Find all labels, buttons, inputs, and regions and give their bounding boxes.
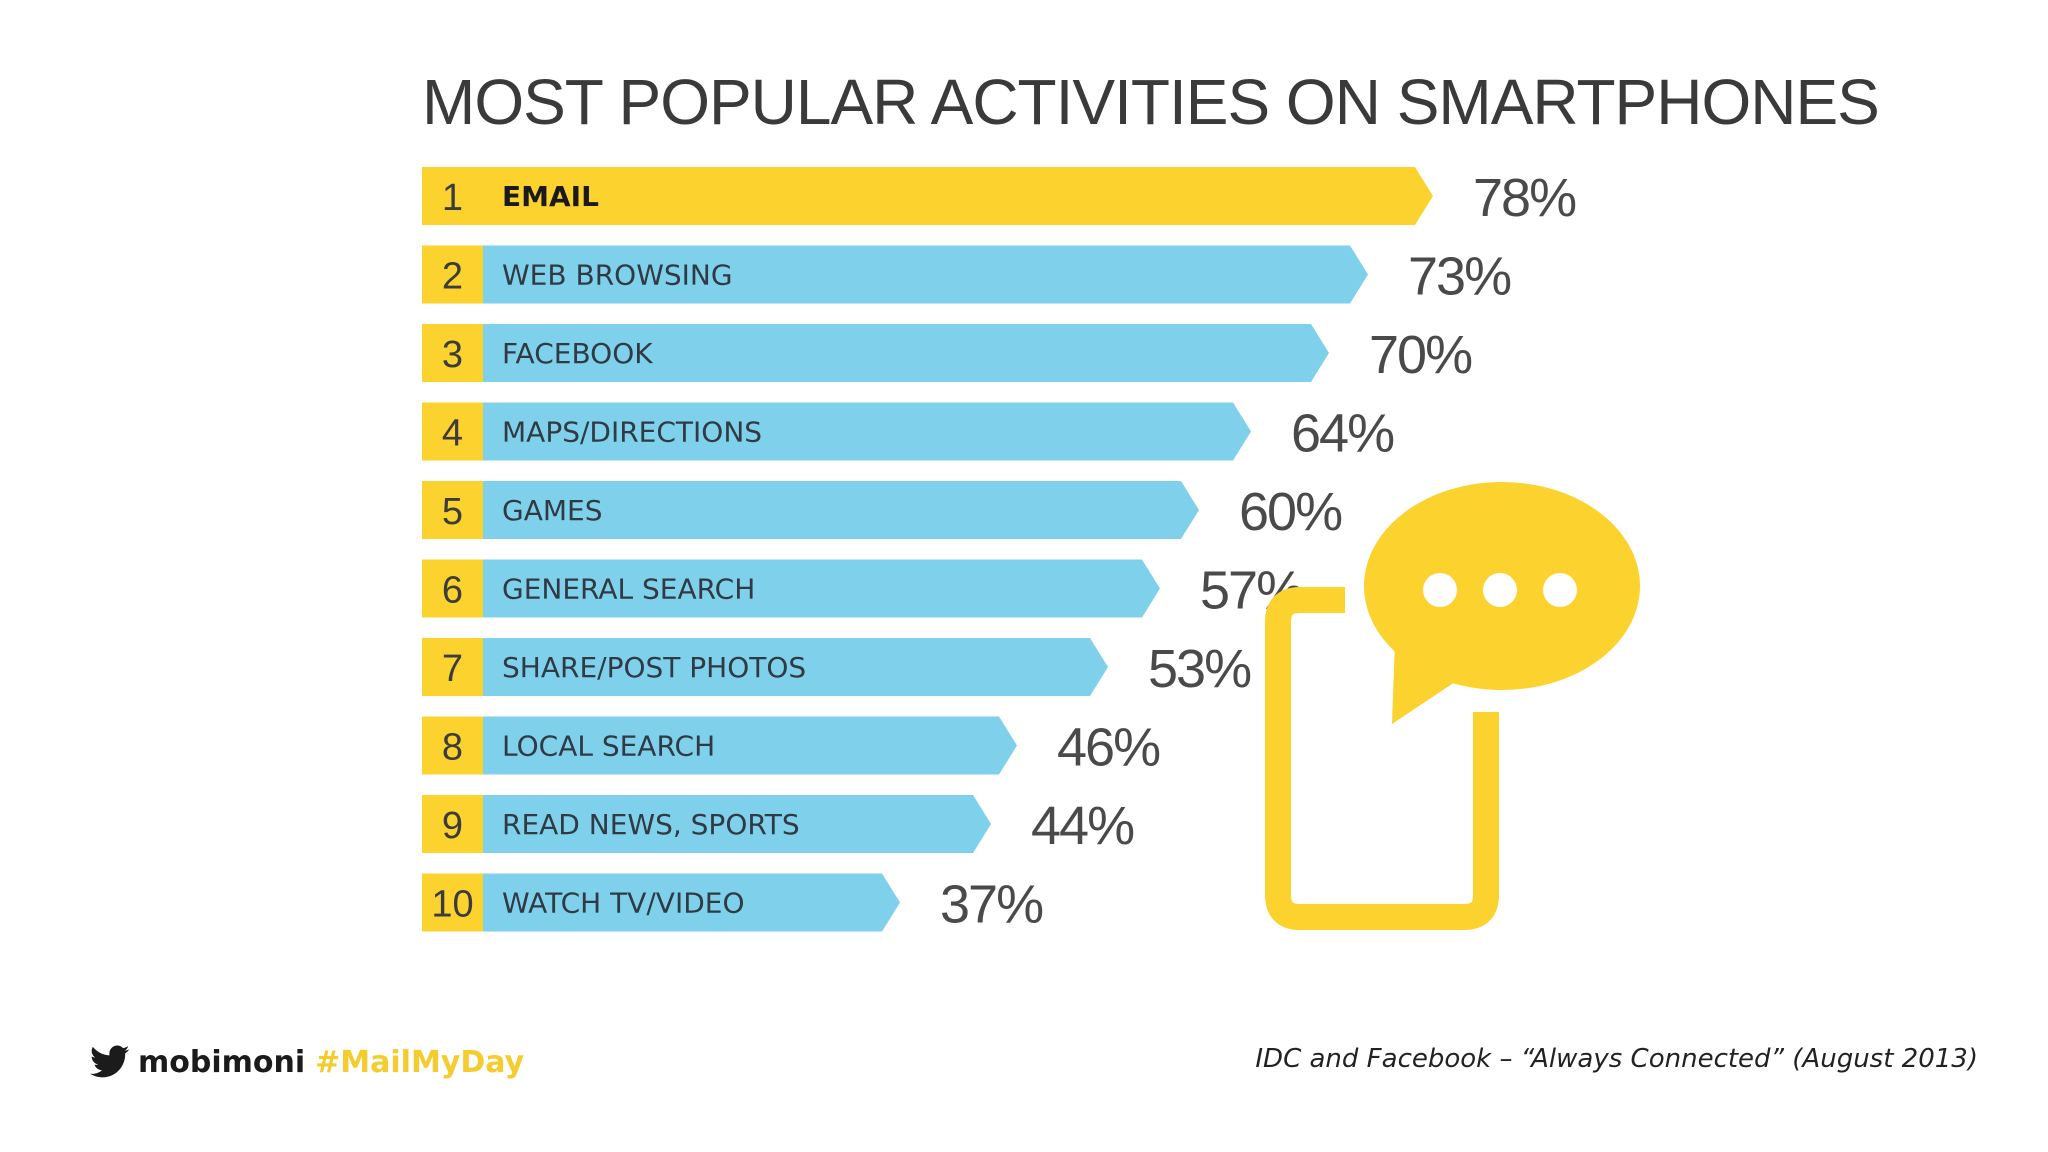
rank-label: 4	[442, 413, 463, 455]
value-label: 64%	[1291, 404, 1394, 464]
rank-box	[422, 245, 483, 304]
bar	[483, 873, 900, 932]
rank-box	[422, 559, 483, 618]
value-label: 78%	[1473, 168, 1576, 228]
bar	[483, 245, 1368, 304]
value-label: 60%	[1239, 482, 1342, 542]
category-label: LOCAL SEARCH	[502, 730, 715, 763]
category-label: WEB BROWSING	[502, 259, 733, 292]
bar	[483, 324, 1329, 382]
bar	[483, 167, 1433, 225]
rank-label: 9	[442, 805, 463, 847]
rank-label: 1	[442, 177, 463, 219]
bar	[483, 716, 1017, 775]
rank-label: 8	[442, 727, 463, 769]
category-label: EMAIL	[502, 180, 599, 213]
rank-label: 5	[442, 491, 463, 533]
footer-branding: mobimoni #MailMyDay	[90, 1040, 524, 1084]
category-label: WATCH TV/VIDEO	[502, 887, 745, 920]
category-label: FACEBOOK	[502, 337, 653, 370]
bar	[483, 402, 1251, 461]
category-label: SHARE/POST PHOTOS	[502, 651, 806, 684]
bar	[483, 559, 1160, 618]
category-label: GENERAL SEARCH	[502, 573, 755, 606]
rank-box	[422, 716, 483, 775]
source-citation: IDC and Facebook – “Always Connected” (A…	[1255, 1044, 1978, 1074]
rank-box	[422, 795, 483, 853]
rank-box	[422, 167, 483, 225]
rank-label: 2	[442, 256, 463, 298]
value-label: 37%	[940, 875, 1043, 935]
value-label: 46%	[1057, 718, 1160, 778]
rank-label: 7	[442, 648, 463, 690]
bars-group: 1 EMAIL 78% 2 WEB BROWSING 73% 3 FACEBOOK 70% 4 MA…	[422, 167, 1578, 935]
category-label: READ NEWS, SPORTS	[502, 808, 800, 841]
category-label: MAPS/DIRECTIONS	[502, 416, 762, 449]
hashtag: #MailMyDay	[315, 1044, 525, 1080]
smartphone-chat-bubble-icon	[1265, 482, 1640, 930]
rank-label: 3	[442, 334, 463, 376]
rank-box	[422, 481, 483, 539]
bar	[483, 795, 991, 853]
rank-box	[422, 402, 483, 461]
value-label: 70%	[1369, 325, 1472, 385]
rank-box	[422, 873, 483, 932]
chart-title: MOST POPULAR ACTIVITIES ON SMARTPHONES	[422, 66, 1879, 138]
twitter-handle: mobimoni	[138, 1044, 306, 1080]
category-label: GAMES	[502, 494, 602, 527]
rank-box	[422, 324, 483, 382]
rank-label: 10	[431, 884, 473, 926]
rank-box	[422, 638, 483, 696]
value-label: 44%	[1031, 796, 1134, 856]
bar	[483, 638, 1108, 696]
value-label: 73%	[1408, 247, 1511, 307]
value-label: 53%	[1148, 639, 1251, 699]
rank-label: 6	[442, 570, 463, 612]
twitter-icon	[90, 1045, 130, 1078]
bar	[483, 481, 1199, 539]
